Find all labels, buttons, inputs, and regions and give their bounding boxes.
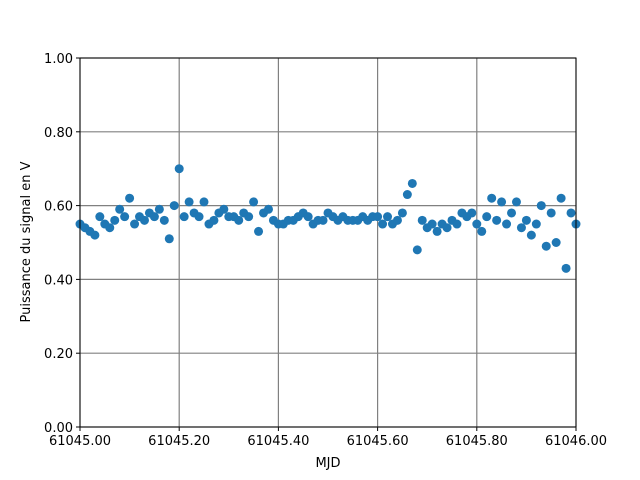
- point: [125, 193, 135, 203]
- point: [244, 212, 254, 222]
- point: [263, 204, 273, 214]
- point: [130, 219, 140, 229]
- point: [159, 215, 169, 225]
- point: [516, 223, 526, 233]
- y-tick-label: 1.00: [44, 52, 73, 67]
- point: [199, 197, 209, 207]
- y-tick-label: 0.60: [44, 200, 73, 215]
- point: [556, 193, 566, 203]
- point: [115, 204, 125, 214]
- point: [402, 190, 412, 200]
- y-axis-label: Puissance du signal en V: [19, 161, 34, 322]
- x-tick-label: 61045.00: [49, 434, 111, 449]
- point: [492, 215, 502, 225]
- point: [472, 219, 482, 229]
- point: [497, 197, 507, 207]
- point: [318, 215, 328, 225]
- point: [487, 193, 497, 203]
- point: [531, 219, 541, 229]
- point: [546, 208, 556, 218]
- point: [169, 201, 179, 211]
- point: [179, 212, 189, 222]
- point: [249, 197, 259, 207]
- axes-frame: [79, 57, 577, 428]
- point: [442, 223, 452, 233]
- point: [397, 208, 407, 218]
- point: [551, 238, 561, 247]
- point: [184, 197, 194, 207]
- x-axis-label: MJD: [315, 456, 340, 471]
- y-tick-label: 0.00: [44, 421, 73, 436]
- x-tick-label: 61046.00: [545, 434, 607, 449]
- point: [561, 263, 571, 273]
- point: [383, 212, 393, 222]
- point: [507, 208, 517, 218]
- y-tick-label: 0.40: [44, 273, 73, 288]
- point: [154, 204, 164, 214]
- point: [254, 226, 264, 236]
- point: [194, 212, 204, 222]
- y-tick-label: 0.80: [44, 126, 73, 141]
- point: [392, 215, 402, 225]
- x-tick-label: 61045.40: [247, 434, 309, 449]
- point: [417, 215, 427, 225]
- point: [303, 212, 313, 222]
- point: [477, 226, 487, 236]
- point: [427, 219, 437, 229]
- point: [407, 178, 417, 188]
- point: [526, 230, 536, 240]
- point: [511, 197, 521, 207]
- point: [110, 215, 120, 225]
- point: [139, 215, 149, 225]
- point: [120, 212, 130, 222]
- point: [566, 208, 576, 218]
- x-tick-label: 61045.20: [148, 434, 210, 449]
- point: [482, 212, 492, 222]
- point: [95, 212, 105, 222]
- point: [521, 215, 531, 225]
- point: [452, 219, 462, 229]
- x-tick-label: 61045.80: [446, 434, 508, 449]
- point: [209, 215, 219, 225]
- point: [378, 219, 388, 229]
- point: [541, 241, 551, 251]
- point: [149, 212, 159, 222]
- point: [412, 245, 422, 255]
- point: [164, 234, 174, 244]
- point: [502, 219, 512, 229]
- point: [219, 204, 229, 214]
- point: [373, 212, 383, 222]
- point: [105, 223, 115, 233]
- y-tick-label: 0.20: [44, 347, 73, 362]
- point: [432, 226, 442, 236]
- point: [174, 164, 184, 174]
- point: [234, 215, 244, 225]
- x-tick-label: 61045.60: [347, 434, 409, 449]
- point: [536, 201, 546, 211]
- point: [90, 230, 100, 240]
- point: [467, 208, 477, 218]
